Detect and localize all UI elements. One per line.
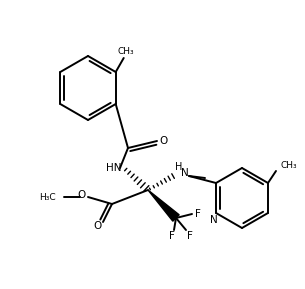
Text: N: N — [210, 215, 218, 225]
Text: F: F — [187, 231, 193, 241]
Text: O: O — [93, 221, 101, 231]
Text: O: O — [159, 136, 167, 146]
Text: H: H — [175, 162, 183, 172]
Text: CH₃: CH₃ — [117, 47, 134, 57]
Text: N: N — [181, 168, 189, 178]
Text: HN: HN — [106, 163, 122, 173]
Text: CH₃: CH₃ — [281, 162, 298, 171]
Text: O: O — [78, 190, 86, 200]
Text: F: F — [195, 209, 201, 219]
Text: F: F — [169, 231, 175, 241]
Text: H₃C: H₃C — [39, 192, 56, 201]
Polygon shape — [148, 190, 179, 221]
